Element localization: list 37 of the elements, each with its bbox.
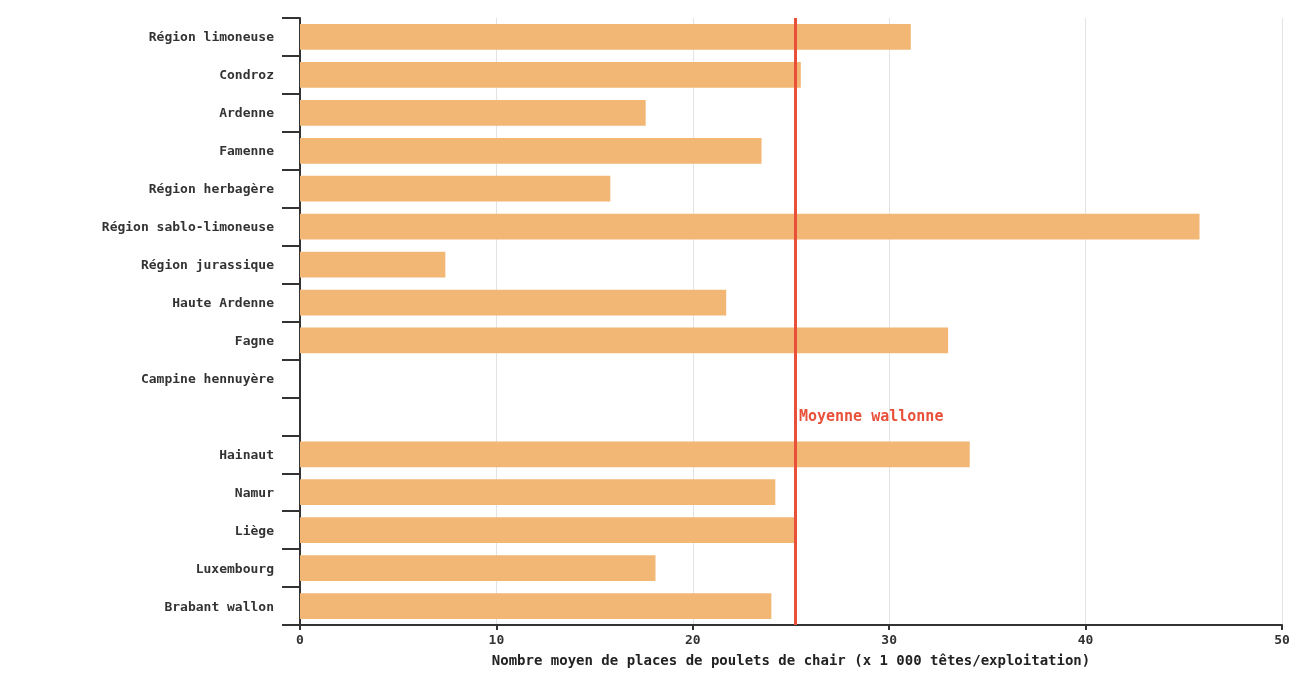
y-tick-label: Région limoneuse (148, 29, 275, 45)
x-tick-label: 50 (1274, 632, 1290, 647)
bar (300, 441, 970, 468)
y-tick-label: Namur (234, 484, 275, 500)
x-tick-label: 10 (488, 632, 505, 647)
bar (300, 99, 646, 126)
y-tick-label: Région herbagère (148, 181, 275, 197)
y-tick-label: Fagne (234, 332, 275, 348)
bar (300, 137, 762, 164)
bar (300, 24, 911, 50)
bar (300, 479, 776, 506)
bar (300, 327, 949, 354)
bar (300, 593, 772, 619)
y-tick-label: Condroz (219, 67, 274, 83)
y-tick-label: Ardenne (219, 105, 275, 121)
y-tick-label: Hainaut (219, 446, 274, 462)
y-tick-label: Région sablo-limoneuse (101, 219, 275, 235)
bar (300, 251, 446, 278)
x-axis-title: Nombre moyen de places de poulets de chair (x 1 000 têtes/exploitation) (491, 652, 1091, 668)
y-tick-label: Famenne (219, 143, 275, 159)
bar (300, 517, 795, 544)
bar (300, 289, 727, 316)
bar (300, 555, 656, 581)
bar (300, 62, 801, 88)
bar (300, 175, 611, 202)
y-tick-label: Région jurassique (140, 257, 275, 273)
y-tick-label: Luxembourg (195, 560, 274, 576)
bar (300, 213, 1200, 240)
y-tick-label: Brabant wallon (164, 598, 274, 614)
x-tick-label: 30 (881, 632, 898, 647)
x-tick-label: 20 (684, 632, 701, 647)
y-tick-label: Liège (234, 522, 275, 538)
x-tick-label: 0 (296, 632, 305, 647)
x-tick-label: 40 (1077, 632, 1094, 647)
y-tick-label: Haute Ardenne (172, 295, 275, 311)
y-tick-label: Campine hennuyère (140, 370, 275, 386)
ref-line-label: Moyenne wallonne (798, 407, 944, 426)
